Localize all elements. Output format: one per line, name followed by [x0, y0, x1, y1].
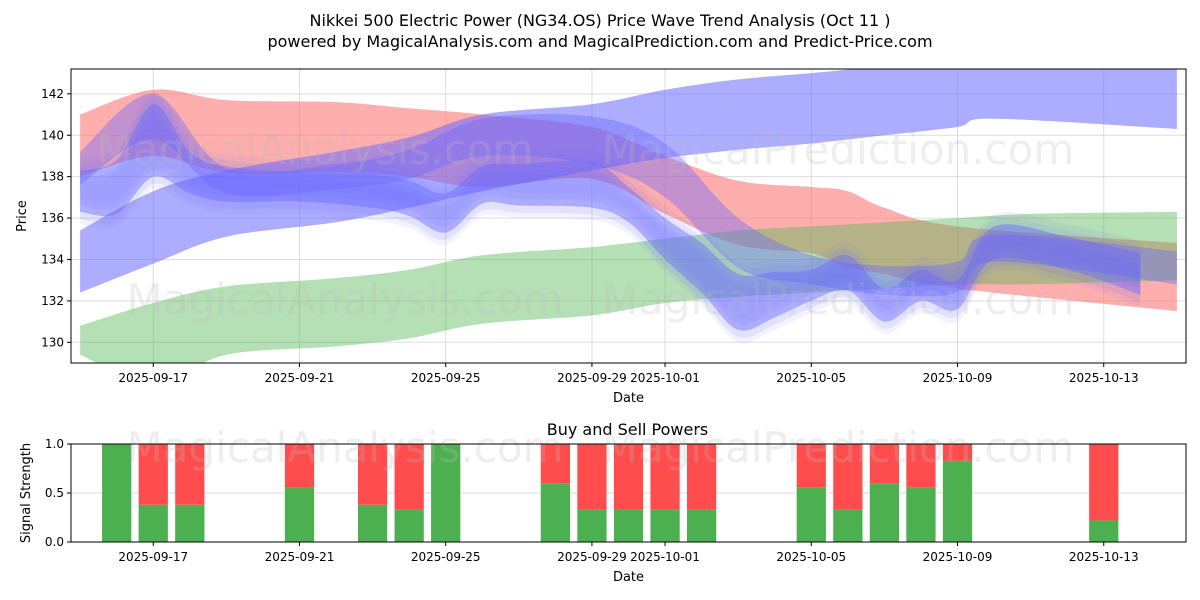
- sell-bar: [833, 444, 863, 510]
- green-trend-band: [80, 211, 1177, 363]
- buy-bar: [138, 504, 168, 542]
- price-y-tick-label: 140: [41, 128, 64, 142]
- sell-bar: [394, 444, 424, 510]
- signal-watermarks: MagicalAnalysis.com MagicalPrediction.com: [127, 423, 1075, 472]
- buy-bar: [686, 509, 717, 542]
- price-x-tick-label: 2025-10-09: [923, 371, 993, 385]
- price-axes-frame: [70, 68, 1187, 364]
- price-x-tick-label: 2025-09-25: [411, 371, 481, 385]
- signal-x-tick-label: 2025-09-25: [411, 550, 481, 564]
- signal-bars: [102, 444, 1119, 542]
- buy-bar: [906, 487, 936, 542]
- price-y-axis-label: Price: [15, 200, 30, 232]
- signal-x-tick-label: 2025-10-01: [630, 550, 700, 564]
- price-x-tick-label: 2025-09-29: [557, 371, 627, 385]
- purple-overlap-band: [80, 93, 1177, 297]
- price-y-tick-label: 142: [41, 87, 64, 101]
- sell-bar: [138, 444, 168, 505]
- buy-bar: [284, 487, 315, 542]
- price-watermark-0: MagicalAnalysis.com: [97, 125, 534, 174]
- price-y-tick-label: 130: [41, 335, 64, 349]
- buy-bar: [613, 509, 644, 542]
- price-y-tick-label: 136: [41, 211, 64, 225]
- signal-y-ticks: 0.0 0.5 1.0: [45, 437, 71, 549]
- price-x-tick-label: 2025-10-13: [1069, 371, 1139, 385]
- sell-bar: [540, 444, 571, 484]
- sell-bar: [357, 444, 388, 505]
- sell-bar: [1089, 444, 1119, 521]
- price-x-axis-label: Date: [613, 391, 644, 406]
- buy-bar: [357, 504, 388, 542]
- price-watermark-2: MagicalAnalysis.com: [127, 275, 564, 324]
- blue-trend-band: [80, 69, 1177, 293]
- signal-x-tick-label: 2025-10-13: [1069, 550, 1139, 564]
- price-watermark-1: MagicalPrediction.com: [602, 125, 1075, 174]
- signal-y-axis-label: Signal Strength: [19, 443, 34, 543]
- chart-subtitle: powered by MagicalAnalysis.com and Magic…: [267, 32, 932, 51]
- sell-bar: [906, 444, 936, 488]
- price-y-tick-label: 134: [41, 252, 64, 266]
- sell-bar: [942, 444, 973, 461]
- sell-bar: [613, 444, 644, 510]
- price-bands: [80, 69, 1177, 363]
- price-y-tick-label: 138: [41, 170, 64, 184]
- signal-panel: Buy and Sell Powers MagicalAnalysis.com M…: [19, 420, 1187, 585]
- price-x-tick-label: 2025-10-05: [776, 371, 846, 385]
- buy-bar: [1089, 520, 1119, 542]
- price-watermark-3: MagicalPrediction.com: [602, 275, 1075, 324]
- signal-panel-title: Buy and Sell Powers: [547, 420, 709, 439]
- sell-bar: [577, 444, 607, 510]
- buy-bar: [431, 444, 461, 542]
- signal-watermark-1: MagicalPrediction.com: [602, 423, 1075, 472]
- price-y-tick-label: 132: [41, 294, 64, 308]
- chart-title: Nikkei 500 Electric Power (NG34.OS) Pric…: [309, 11, 890, 30]
- price-panel: MagicalAnalysis.com MagicalPrediction.com…: [15, 68, 1187, 406]
- price-watermarks: MagicalAnalysis.com MagicalPrediction.com…: [97, 125, 1075, 324]
- signal-x-ticks: 2025-09-17 2025-09-21 2025-09-25 2025-09-29…: [118, 542, 1139, 564]
- sell-bar: [284, 444, 315, 488]
- buy-bar: [869, 483, 900, 542]
- red-trend-band: [80, 89, 1177, 312]
- signal-x-tick-label: 2025-09-17: [118, 550, 188, 564]
- signal-x-tick-label: 2025-10-05: [776, 550, 846, 564]
- signal-x-tick-label: 2025-09-29: [557, 550, 627, 564]
- price-y-ticks: 130 132 134 136 138 140 142: [41, 87, 71, 349]
- signal-x-axis-label: Date: [613, 570, 644, 585]
- price-x-tick-label: 2025-09-17: [118, 371, 188, 385]
- sell-bar: [686, 444, 717, 510]
- sell-bar: [869, 444, 900, 484]
- buy-bar: [175, 504, 205, 542]
- signal-y-tick-label: 1.0: [45, 437, 64, 451]
- buy-bar: [833, 509, 863, 542]
- buy-bar: [577, 509, 607, 542]
- signal-x-tick-label: 2025-09-21: [265, 550, 335, 564]
- buy-bar: [796, 487, 826, 542]
- price-x-tick-label: 2025-10-01: [630, 371, 700, 385]
- price-x-ticks: 2025-09-17 2025-09-21 2025-09-25 2025-09-29…: [118, 363, 1139, 385]
- signal-y-tick-label: 0.5: [45, 486, 64, 500]
- sell-bar: [796, 444, 826, 488]
- sell-bar: [175, 444, 205, 505]
- buy-bar: [650, 509, 680, 542]
- price-x-tick-label: 2025-09-21: [265, 371, 335, 385]
- buy-bar: [540, 483, 571, 542]
- signal-watermark-0: MagicalAnalysis.com: [127, 423, 564, 472]
- signal-y-tick-label: 0.0: [45, 535, 64, 549]
- buy-bar: [942, 460, 973, 542]
- signal-x-tick-label: 2025-10-09: [923, 550, 993, 564]
- buy-bar: [394, 509, 424, 542]
- buy-bar: [102, 444, 132, 542]
- sell-bar: [650, 444, 680, 510]
